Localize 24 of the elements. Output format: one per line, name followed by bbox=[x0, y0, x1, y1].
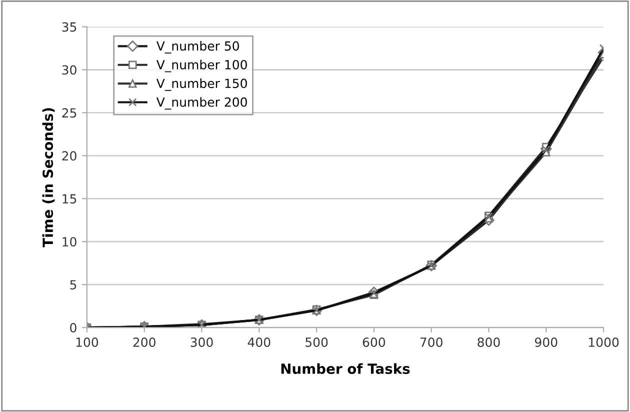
x-tick-label: 300 bbox=[190, 337, 213, 347]
legend-label: V_number 200 bbox=[156, 97, 247, 110]
y-tick-label: 35 bbox=[62, 22, 76, 32]
y-tick-label: 10 bbox=[62, 237, 76, 247]
x-tick-label: 900 bbox=[534, 337, 558, 347]
x-tick-label: 100 bbox=[76, 337, 98, 347]
y-tick-label: 0 bbox=[70, 323, 76, 332]
y-tick-label: 30 bbox=[62, 65, 76, 75]
y-tick-label: 25 bbox=[62, 108, 76, 118]
x-tick-label: 400 bbox=[248, 337, 270, 347]
legend-label: V_number 150 bbox=[156, 78, 247, 91]
x-tick-label: 700 bbox=[420, 337, 442, 347]
x-tick-label: 800 bbox=[478, 337, 500, 347]
x-tick-label: 1000 bbox=[589, 337, 619, 347]
y-tick-label: 15 bbox=[62, 194, 76, 204]
y-tick-label: 5 bbox=[70, 280, 76, 290]
x-tick-label: 500 bbox=[306, 337, 328, 347]
x-tick-label: 600 bbox=[362, 337, 386, 347]
y-axis-title: Time (in Seconds) bbox=[42, 108, 55, 248]
x-axis-title: Number of Tasks bbox=[281, 363, 410, 374]
legend-label: V_number 50 bbox=[156, 41, 239, 54]
y-tick-label: 20 bbox=[62, 151, 76, 161]
x-tick-label: 200 bbox=[133, 337, 156, 347]
legend-label: V_number 100 bbox=[156, 60, 247, 72]
